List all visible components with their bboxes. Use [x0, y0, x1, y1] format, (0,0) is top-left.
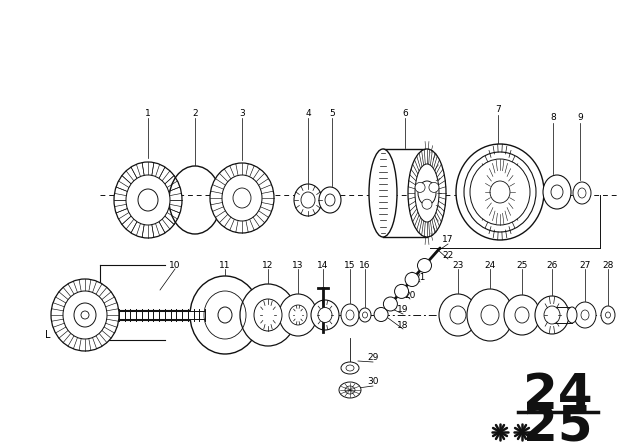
- Text: 29: 29: [367, 353, 379, 362]
- Ellipse shape: [481, 305, 499, 325]
- Text: 11: 11: [220, 260, 231, 270]
- Text: 24: 24: [523, 371, 593, 419]
- Ellipse shape: [601, 306, 615, 324]
- Ellipse shape: [294, 184, 322, 216]
- Ellipse shape: [289, 305, 307, 325]
- Ellipse shape: [301, 192, 315, 208]
- Text: 22: 22: [442, 250, 454, 259]
- Ellipse shape: [218, 307, 232, 323]
- Text: 27: 27: [579, 260, 591, 270]
- Ellipse shape: [359, 308, 371, 322]
- Ellipse shape: [578, 188, 586, 198]
- Text: L: L: [45, 330, 51, 340]
- Ellipse shape: [369, 149, 397, 237]
- Text: 9: 9: [577, 113, 583, 122]
- Ellipse shape: [439, 294, 477, 336]
- Ellipse shape: [114, 162, 182, 238]
- Text: 18: 18: [397, 320, 409, 329]
- Ellipse shape: [470, 159, 530, 225]
- Ellipse shape: [314, 308, 332, 322]
- Text: 23: 23: [452, 260, 464, 270]
- Ellipse shape: [190, 276, 260, 354]
- Ellipse shape: [63, 291, 107, 339]
- Ellipse shape: [490, 181, 510, 203]
- Ellipse shape: [240, 284, 296, 346]
- Text: 2: 2: [192, 108, 198, 117]
- Ellipse shape: [341, 362, 359, 374]
- Ellipse shape: [383, 297, 397, 311]
- Text: 30: 30: [367, 378, 379, 387]
- Text: 7: 7: [495, 105, 501, 115]
- Ellipse shape: [422, 199, 432, 209]
- Ellipse shape: [374, 307, 388, 322]
- Ellipse shape: [467, 289, 513, 341]
- Ellipse shape: [415, 182, 425, 192]
- Ellipse shape: [551, 185, 563, 199]
- Text: 12: 12: [262, 260, 274, 270]
- Text: 26: 26: [547, 260, 557, 270]
- Ellipse shape: [210, 163, 274, 233]
- Ellipse shape: [138, 189, 158, 211]
- Ellipse shape: [126, 175, 170, 225]
- Ellipse shape: [574, 302, 596, 328]
- Ellipse shape: [543, 175, 571, 209]
- Ellipse shape: [254, 299, 282, 331]
- Text: 3: 3: [239, 108, 245, 117]
- Ellipse shape: [74, 303, 96, 327]
- Text: 24: 24: [484, 260, 495, 270]
- Ellipse shape: [346, 310, 354, 320]
- Ellipse shape: [408, 149, 446, 237]
- Ellipse shape: [581, 310, 589, 320]
- Ellipse shape: [51, 279, 119, 351]
- Ellipse shape: [394, 284, 408, 298]
- Text: 14: 14: [317, 260, 329, 270]
- Text: 16: 16: [359, 260, 371, 270]
- Ellipse shape: [456, 144, 544, 240]
- Ellipse shape: [415, 164, 439, 222]
- Ellipse shape: [417, 258, 431, 272]
- Text: 6: 6: [402, 108, 408, 117]
- Text: 21: 21: [414, 273, 426, 283]
- Ellipse shape: [319, 187, 341, 213]
- Text: 17: 17: [442, 236, 454, 245]
- Ellipse shape: [279, 294, 317, 336]
- Text: 20: 20: [404, 290, 416, 300]
- Ellipse shape: [504, 295, 540, 335]
- Ellipse shape: [81, 311, 89, 319]
- Ellipse shape: [318, 307, 332, 323]
- Ellipse shape: [341, 304, 359, 326]
- Text: 5: 5: [329, 108, 335, 117]
- Text: 28: 28: [602, 260, 614, 270]
- Ellipse shape: [362, 312, 367, 318]
- Ellipse shape: [567, 307, 577, 323]
- Ellipse shape: [605, 312, 611, 318]
- Ellipse shape: [325, 194, 335, 206]
- Ellipse shape: [405, 272, 419, 287]
- Ellipse shape: [222, 175, 262, 221]
- Ellipse shape: [515, 307, 529, 323]
- Text: 4: 4: [305, 108, 311, 117]
- Ellipse shape: [544, 306, 560, 324]
- Ellipse shape: [346, 365, 354, 371]
- Ellipse shape: [345, 386, 355, 394]
- Text: 13: 13: [292, 260, 304, 270]
- Ellipse shape: [450, 306, 466, 324]
- Ellipse shape: [418, 181, 436, 205]
- Ellipse shape: [573, 182, 591, 204]
- Ellipse shape: [233, 188, 251, 208]
- Ellipse shape: [311, 300, 339, 330]
- Text: 25: 25: [523, 404, 593, 448]
- Text: 15: 15: [344, 260, 356, 270]
- Text: 10: 10: [169, 260, 180, 270]
- Text: 1: 1: [145, 108, 151, 117]
- Ellipse shape: [339, 382, 361, 398]
- Text: 25: 25: [516, 260, 528, 270]
- Ellipse shape: [535, 296, 569, 334]
- Text: 8: 8: [550, 113, 556, 122]
- Text: 19: 19: [397, 306, 409, 314]
- Ellipse shape: [429, 182, 439, 192]
